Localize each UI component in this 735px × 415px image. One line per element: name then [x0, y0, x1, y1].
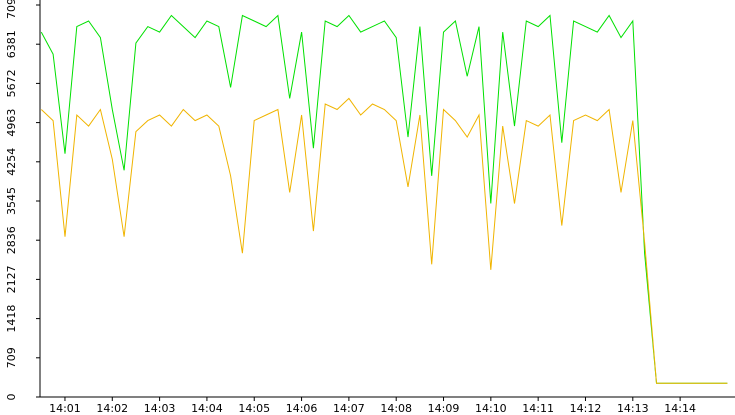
x-tick-label: 14:12 — [570, 402, 602, 415]
y-tick-label: 6381 — [5, 30, 18, 58]
x-tick-label: 14:07 — [333, 402, 365, 415]
x-tick-label: 14:11 — [522, 402, 554, 415]
y-tick-label: 0 — [5, 394, 18, 401]
x-tick-label: 14:05 — [238, 402, 270, 415]
y-tick-label: 3545 — [5, 187, 18, 215]
x-tick-label: 14:04 — [191, 402, 223, 415]
y-tick-label: 4254 — [5, 148, 18, 176]
x-tick-label: 14:09 — [428, 402, 460, 415]
x-tick-label: 14:13 — [617, 402, 649, 415]
x-tick-label: 14:01 — [49, 402, 81, 415]
x-tick-label: 14:08 — [380, 402, 412, 415]
x-tick-label: 14:02 — [96, 402, 128, 415]
y-tick-label: 7090 — [5, 0, 18, 19]
y-tick-label: 709 — [5, 347, 18, 368]
series-line — [40, 97, 728, 384]
y-tick-label: 5672 — [5, 69, 18, 97]
y-tick-label: 4963 — [5, 109, 18, 137]
x-tick-label: 14:14 — [664, 402, 696, 415]
x-tick-label: 14:06 — [286, 402, 318, 415]
y-tick-label: 1418 — [5, 305, 18, 333]
y-tick-label: 2836 — [5, 226, 18, 254]
y-tick-label: 2127 — [5, 265, 18, 293]
x-tick-label: 14:03 — [144, 402, 176, 415]
series-line — [40, 14, 728, 384]
x-tick-label: 14:10 — [475, 402, 507, 415]
